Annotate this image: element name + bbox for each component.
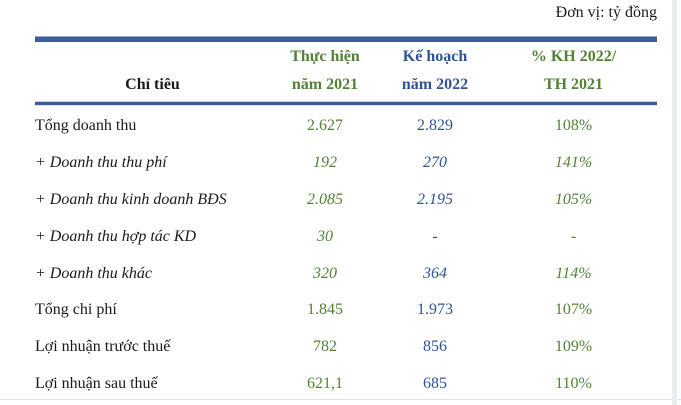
value-pct-kh-th: 108% [554,117,593,135]
value-thuc-hien-2021: 30 [317,227,333,245]
value-ke-hoach-2022: 270 [423,154,447,172]
value-ke-hoach-2022: 1.973 [417,301,453,319]
value-ke-hoach-2022: 685 [423,374,447,392]
table-row: + Doanh thu thu phí 192 270 141% [35,145,657,182]
row-label: Lợi nhuận trước thuế [35,338,171,356]
value-ke-hoach-2022: 364 [423,264,447,282]
table-row: Tổng doanh thu 2.627 2.829 108% [35,108,657,145]
value-thuc-hien-2021: 782 [313,338,337,356]
value-ke-hoach-2022: 2.829 [417,117,453,135]
row-label: Tổng doanh thu [35,117,137,135]
table-header-row: Chỉ tiêu Thực hiện năm 2021 Kế hoạch năm… [35,42,657,101]
unit-label: Đơn vị: tỷ đồng [555,4,657,21]
table-row: + Doanh thu kinh doanh BĐS 2.085 2.195 1… [35,182,657,219]
column-header-label: Chỉ tiêu [125,76,180,93]
table-row: Lợi nhuận sau thuế 621,1 685 110% [35,366,657,403]
row-label: Lợi nhuận sau thuế [35,374,158,392]
column-header-ke-hoach-2022: Kế hoạch năm 2022 [380,43,490,101]
table-body: Tổng doanh thu 2.627 2.829 108% + Doanh … [35,108,657,402]
value-thuc-hien-2021: 2.627 [307,117,343,135]
column-header-label-line1: Thực hiện [290,48,360,65]
value-thuc-hien-2021: 2.085 [307,190,343,208]
value-thuc-hien-2021: 192 [313,154,337,172]
value-pct-kh-th: 107% [554,301,593,319]
value-pct-kh-th: 114% [555,264,592,282]
table-row: + Doanh thu hợp tác KD 30 - - [35,218,657,255]
column-header-label-line2: TH 2021 [543,76,604,93]
row-label: + Doanh thu thu phí [35,154,167,172]
row-label: + Doanh thu kinh doanh BĐS [35,190,227,208]
value-thuc-hien-2021: 1.845 [307,301,343,319]
column-header-thuc-hien-2021: Thực hiện năm 2021 [270,43,380,101]
table-row: Lợi nhuận trước thuế 782 856 109% [35,329,657,366]
page-bottom-divider [0,399,681,400]
column-header-label-line1: Kế hoạch [402,48,468,65]
value-pct-kh-th: 105% [554,190,593,208]
value-thuc-hien-2021: 621,1 [307,374,343,392]
value-ke-hoach-2022: 2.195 [417,190,453,208]
column-header-label-line2: năm 2021 [291,76,359,93]
table-row: + Doanh thu khác 320 364 114% [35,255,657,292]
scrollbar-track[interactable] [672,0,677,405]
value-thuc-hien-2021: 320 [313,264,337,282]
financial-table: Chỉ tiêu Thực hiện năm 2021 Kế hoạch năm… [35,36,657,402]
row-label: Tổng chi phí [35,301,117,319]
row-label: + Doanh thu khác [35,264,152,282]
value-ke-hoach-2022: - [432,227,438,245]
column-header-label-line2: năm 2022 [401,76,469,93]
table-top-rule [35,36,657,42]
value-ke-hoach-2022: 856 [423,338,447,356]
table-row: Tổng chi phí 1.845 1.973 107% [35,292,657,329]
column-header-chi-tieu: Chỉ tiêu [35,71,270,101]
value-pct-kh-th: 110% [555,374,592,392]
value-pct-kh-th: 141% [554,154,593,172]
value-pct-kh-th: 109% [554,338,593,356]
row-label: + Doanh thu hợp tác KD [35,227,197,245]
header-separator-rule [35,101,657,106]
column-header-label-line1: % KH 2022/ [530,48,617,65]
value-pct-kh-th: - [570,227,577,245]
column-header-pct-kh-th: % KH 2022/ TH 2021 [490,43,657,101]
